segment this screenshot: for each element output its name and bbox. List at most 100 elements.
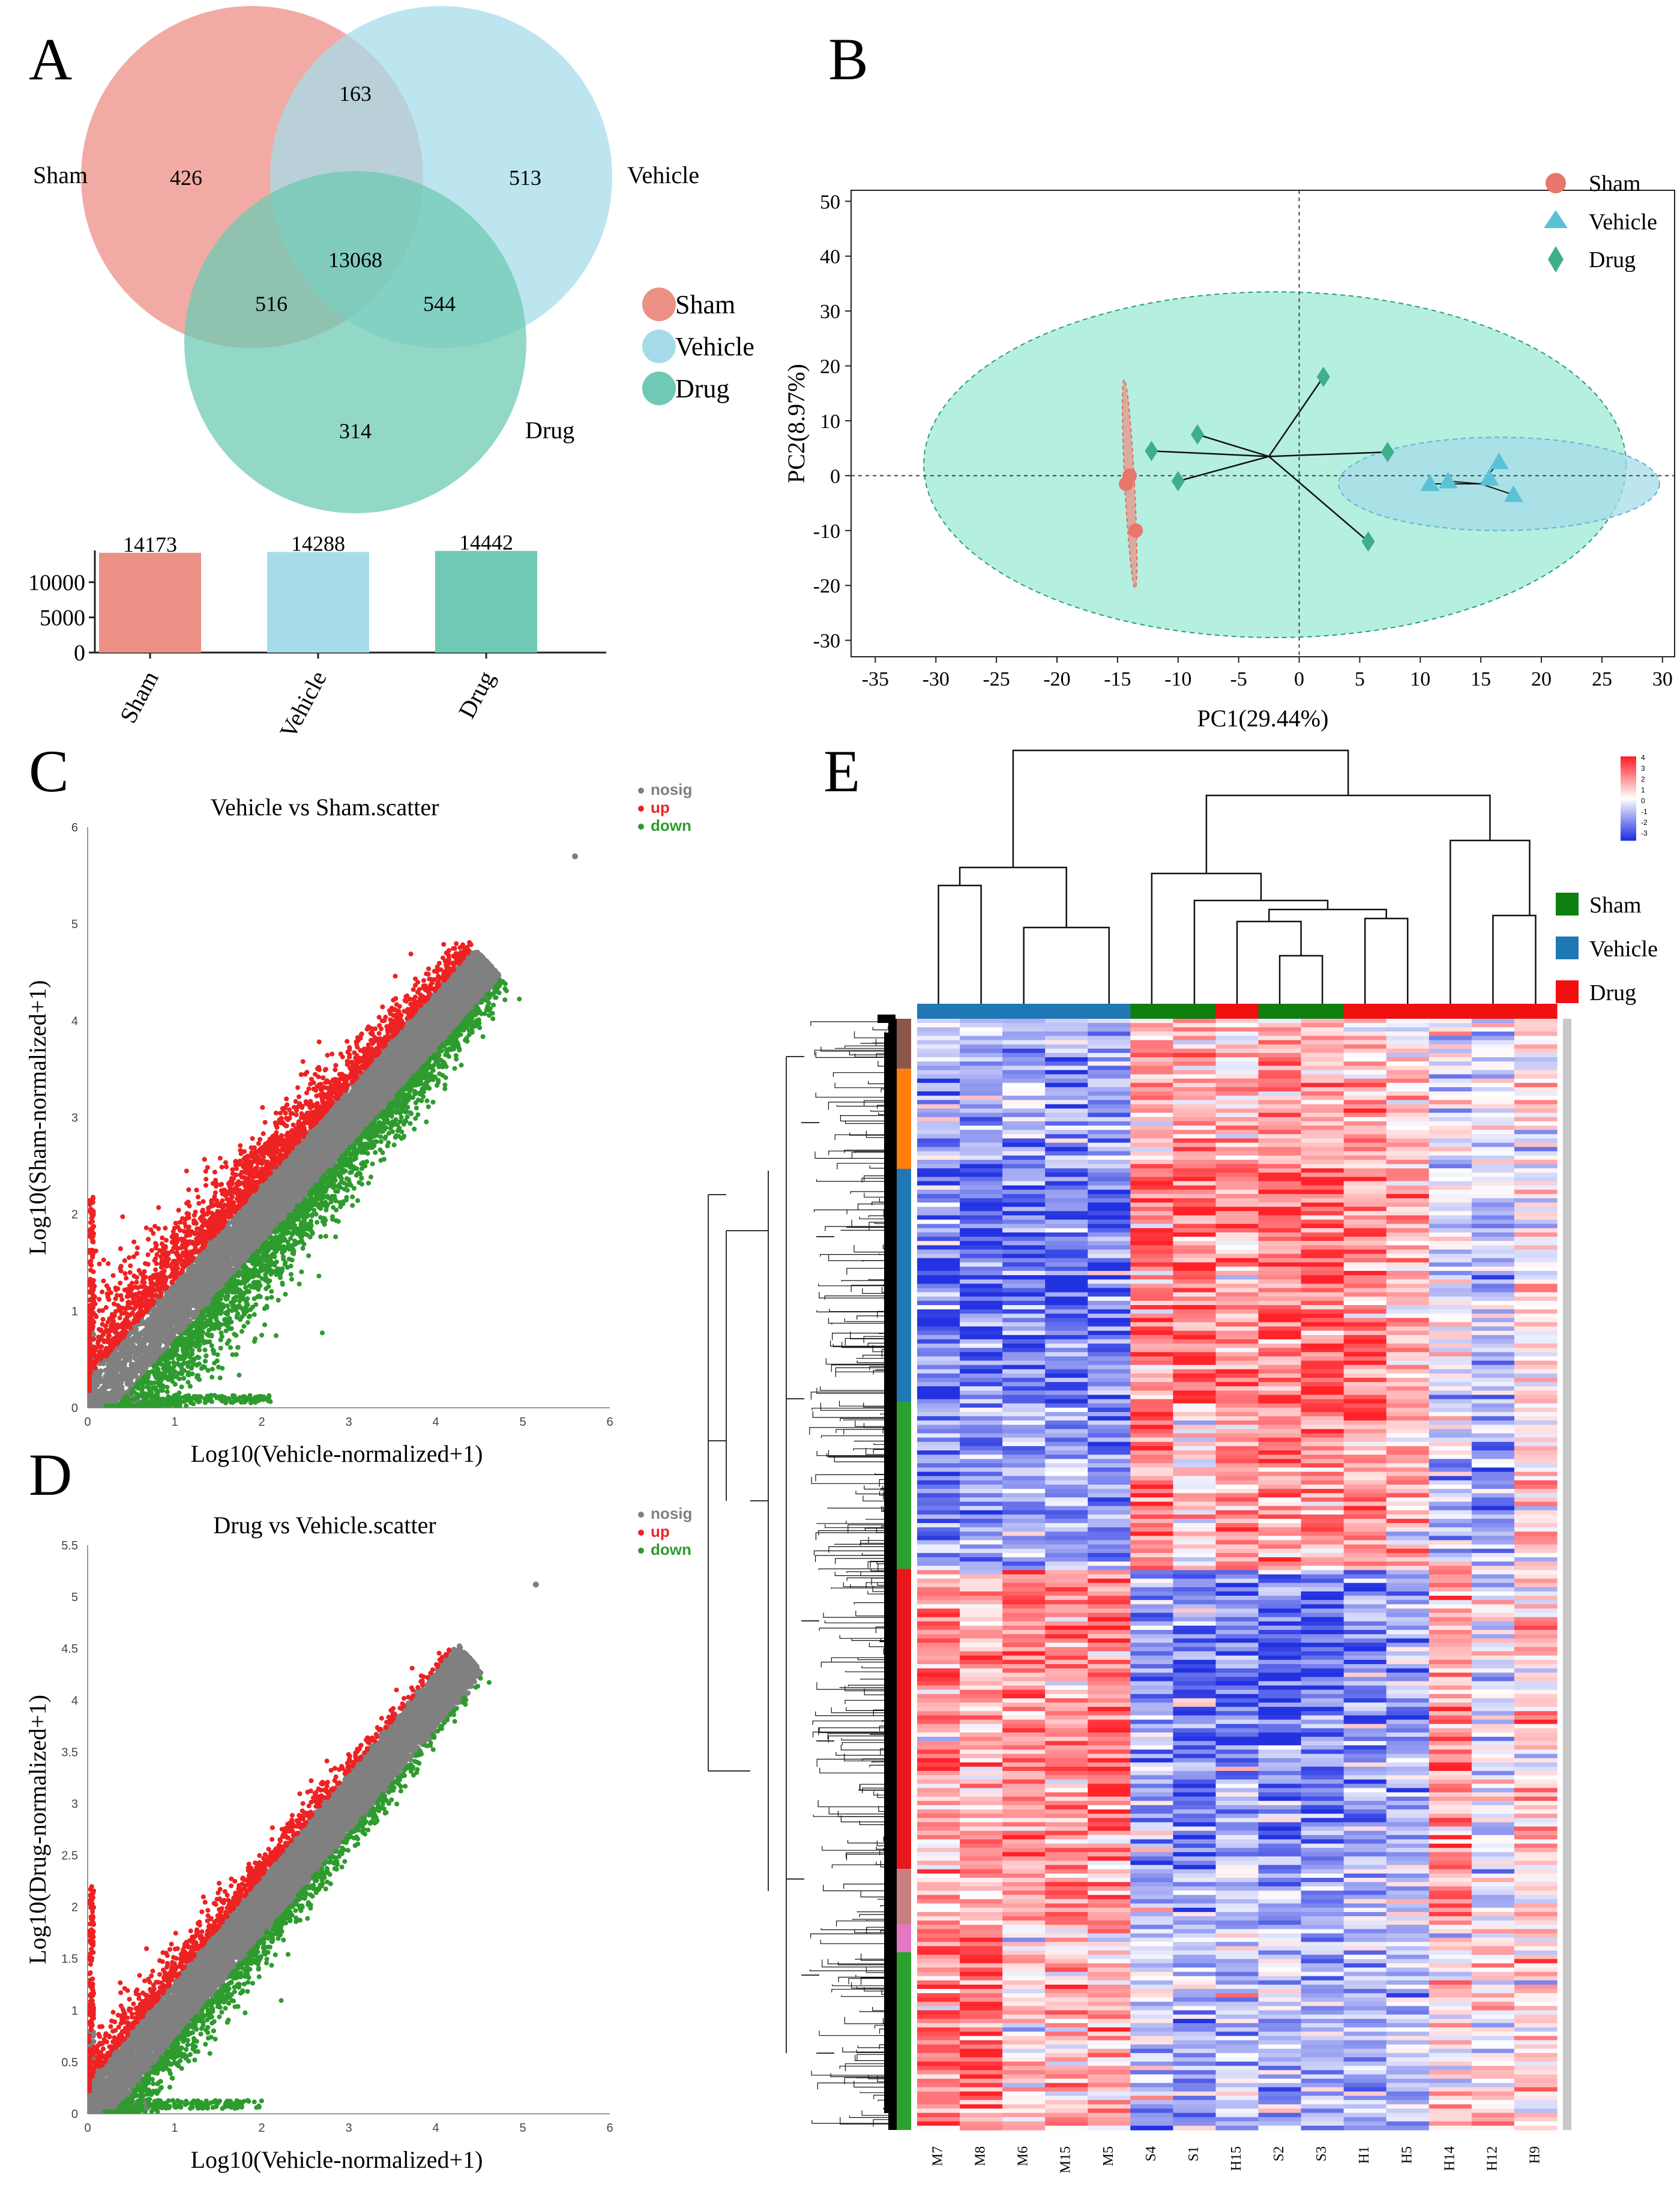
heatmap-cell [1045,1121,1088,1126]
scatter-legend-label: down [651,1540,691,1558]
heatmap-cell [1088,1117,1131,1122]
heatmap-cell [1514,1151,1558,1156]
heatmap-cell [1471,1852,1515,1857]
heatmap-cell [1002,1155,1046,1160]
heatmap-cell [1301,1766,1344,1772]
heatmap-cell [1301,2113,1344,2118]
heatmap-cell [1045,1582,1088,1588]
heatmap-cell [960,1510,1003,1515]
heatmap-cell [1471,1839,1515,1844]
heatmap-cell [1514,1617,1558,1622]
heatmap-cell [1301,1728,1344,1733]
heatmap-cell [1258,1685,1302,1691]
heatmap-cell [1429,1758,1472,1763]
heatmap-cell [1045,1784,1088,1789]
heatmap-cell [1215,2062,1259,2066]
heatmap-cell [1386,1104,1430,1109]
heatmap-cell [1002,1112,1046,1118]
heatmap-cell [1088,1703,1131,1707]
heatmap-cell [960,1967,1003,1973]
heatmap-cell [917,1869,960,1874]
heatmap-cell [1130,1604,1173,1609]
heatmap-cell [1088,1471,1131,1477]
heatmap-cell [1130,1835,1173,1840]
heatmap-cell [1343,1617,1387,1622]
heatmap-cell [1301,1441,1344,1447]
heatmap-cell [1215,1459,1259,1464]
heatmap-cell [1386,1326,1430,1332]
heatmap-cell [1045,1266,1088,1271]
heatmap-cell [1471,1903,1515,1908]
heatmap-cell [960,1770,1003,1776]
heatmap-cell [1471,1758,1515,1763]
heatmap-cell [1514,1659,1558,1665]
heatmap-cell [1429,1429,1472,1434]
heatmap-cell [1173,2066,1217,2071]
heatmap-cell [1215,1147,1259,1152]
heatmap-cell [1514,1681,1558,1686]
colorbar-segment [1621,838,1636,841]
heatmap-cell [1343,1582,1387,1588]
heatmap-column-label: H9 [1527,2146,1543,2164]
heatmap-cell [1386,1497,1430,1503]
heatmap-cell [917,1223,960,1229]
heatmap-cell [1386,1574,1430,1579]
heatmap-cell [1429,1177,1472,1182]
venn-diagram: Sham Vehicle Drug 426 513 314 163 516 54… [33,6,699,513]
heatmap-cell [917,1737,960,1742]
heatmap-cell [1215,1882,1259,1887]
heatmap-cell [1258,1826,1302,1832]
heatmap-cell [1514,1527,1558,1532]
heatmap-cell [1002,1437,1046,1443]
heatmap-cell [1471,1296,1515,1302]
heatmap-cell [1173,2074,1217,2080]
heatmap-cell [1514,1814,1558,1818]
heatmap-cell [1088,1467,1131,1473]
heatmap-cell [1258,1544,1302,1549]
heatmap-cell [1215,1425,1259,1430]
heatmap-cell [1386,1916,1430,1921]
heatmap-cell [1002,1232,1046,1237]
heatmap-cell [917,1642,960,1648]
heatmap-cell [1215,1822,1259,1827]
heatmap-cell [1130,1818,1173,1823]
heatmap-cell [1173,2083,1217,2088]
heatmap-cell [1045,2006,1088,2011]
heatmap-cell [1343,1608,1387,1614]
heatmap-cell [1045,1814,1088,1818]
scatter-y-tick-label: 3 [71,1797,78,1811]
heatmap-cell [1130,1737,1173,1742]
heatmap-cell [1258,1523,1302,1528]
heatmap-cell [1471,1275,1515,1280]
heatmap-cell [960,1425,1003,1430]
heatmap-cell [1429,1839,1472,1844]
heatmap-cell [1215,2027,1259,2032]
heatmap-cell [1130,1754,1173,1759]
heatmap-cell [960,1108,1003,1114]
heatmap-cell [1130,1164,1173,1169]
heatmap-cell [1215,2053,1259,2058]
heatmap-cell [1045,1052,1088,1058]
heatmap-cell [1130,1463,1173,1468]
heatmap-cell [1514,1741,1558,1746]
heatmap-cell [1173,1711,1217,1716]
heatmap-cell [917,1395,960,1400]
heatmap-cell [1301,1976,1344,1981]
heatmap-cell [1514,1544,1558,1549]
heatmap-cell [1301,1284,1344,1289]
heatmap-cell [1088,2010,1131,2015]
heatmap-cell [917,1963,960,1968]
heatmap-cell [1258,1788,1302,1793]
heatmap-cell [1386,1510,1430,1515]
heatmap-cell [1173,1582,1217,1588]
heatmap-cell [1301,1433,1344,1438]
heatmap-cell [1215,1604,1259,1609]
heatmap-cell [1173,1976,1217,1981]
heatmap-cell [1429,1288,1472,1293]
heatmap-cell [1471,1920,1515,1925]
heatmap-cell [1301,1531,1344,1537]
heatmap-cell [1343,1933,1387,1938]
heatmap-cell [1215,1228,1259,1233]
heatmap-cell [1002,2040,1046,2045]
heatmap-cell [1130,1980,1173,1985]
